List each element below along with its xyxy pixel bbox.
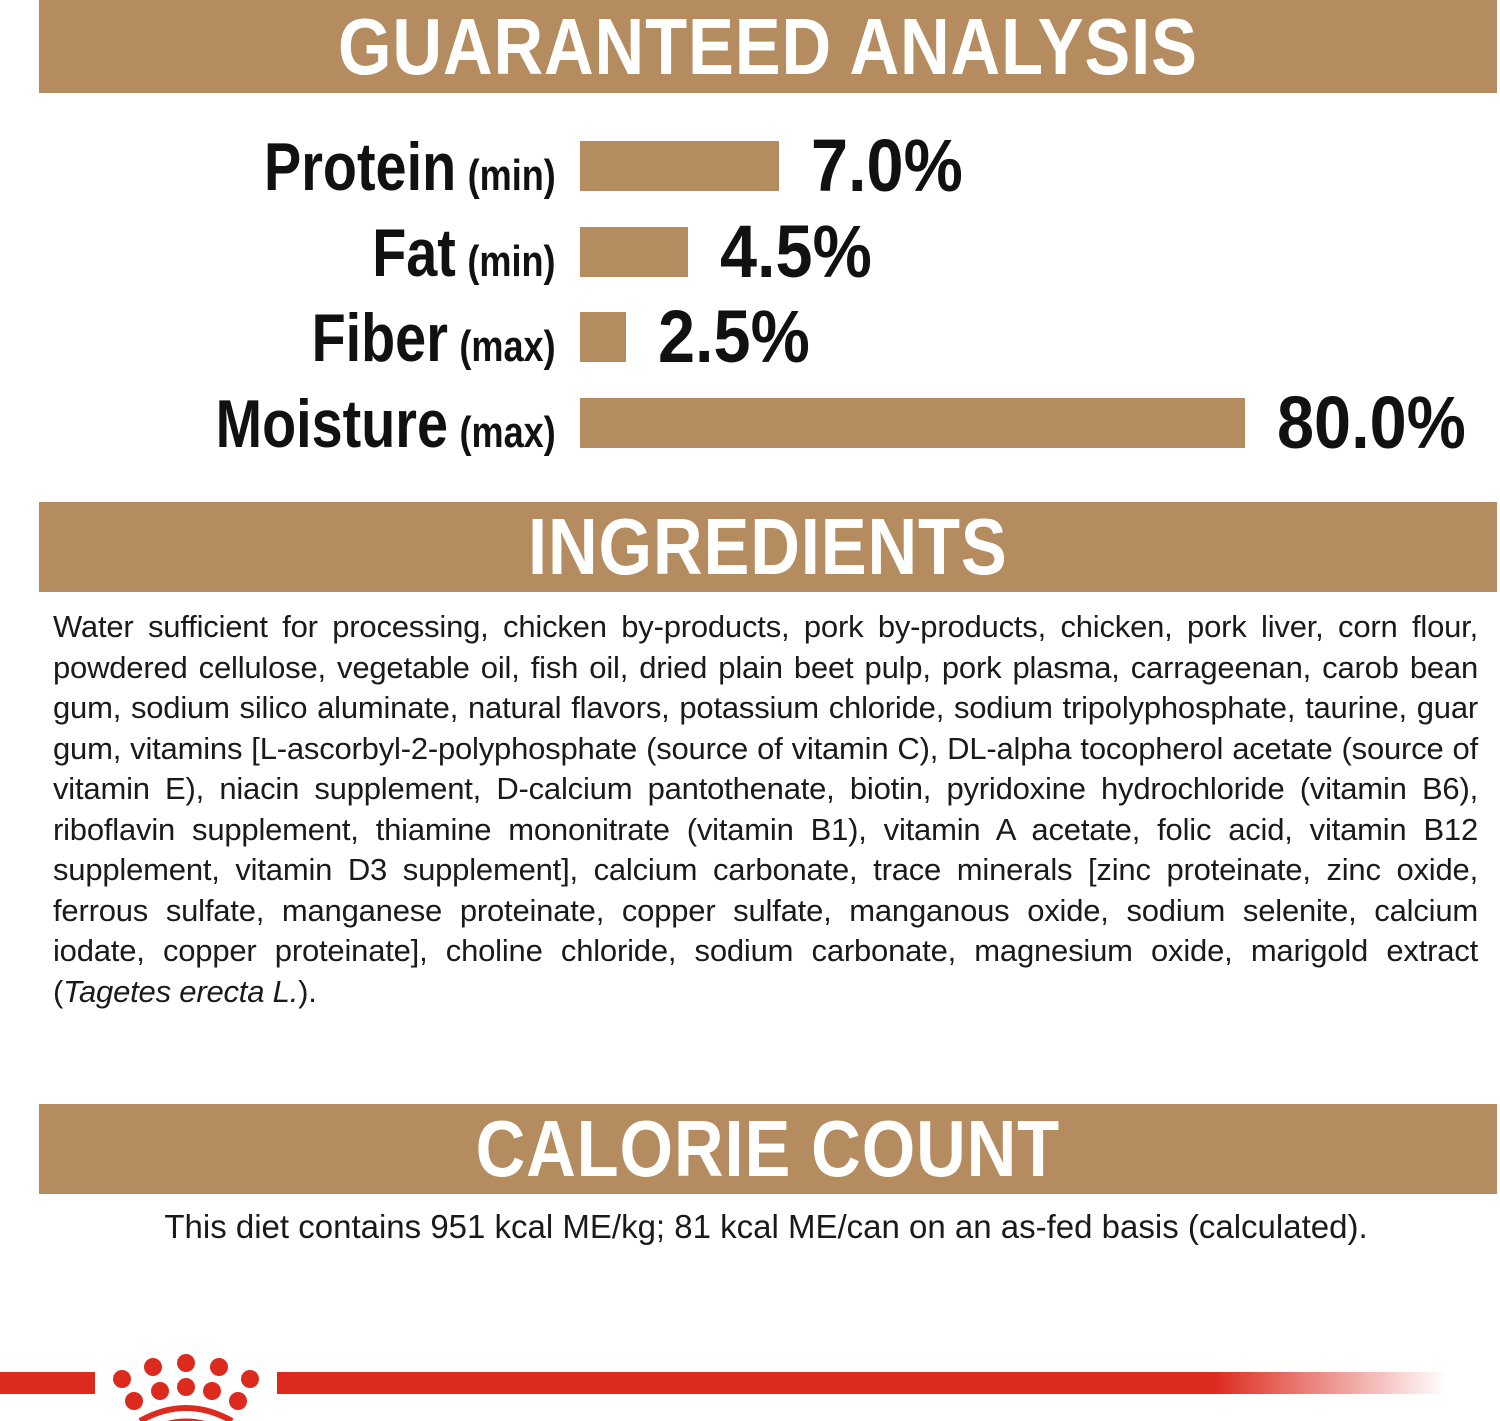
brand-line-left [0, 1372, 95, 1394]
ingredients-text: Water sufficient for processing, chicken… [53, 609, 1478, 1009]
category-label: Fat [372, 215, 457, 291]
crown-logo-icon [113, 1354, 259, 1421]
qualifier-label: (max) [459, 408, 556, 457]
brand-line-right [277, 1372, 1447, 1394]
ingredients-end: ). [298, 973, 317, 1009]
ingredients-title: INGREDIENTS [528, 502, 1008, 591]
bar-moisture [580, 398, 1245, 448]
analysis-row-moisture: Moisture (max) 80.0% [0, 386, 1500, 462]
calorie-title: CALORIE COUNT [475, 1104, 1061, 1193]
ingredients-header: INGREDIENTS [39, 502, 1497, 592]
qualifier-label: (min) [467, 151, 556, 200]
bar-protein [580, 141, 779, 191]
qualifier-label: (max) [459, 322, 556, 371]
category-label: Moisture [215, 386, 449, 462]
category-label: Protein [264, 129, 457, 205]
category-label: Fiber [311, 300, 449, 376]
analysis-row-fat: Fat (min) 4.5% [0, 215, 1500, 291]
bar-fiber [580, 312, 626, 362]
analysis-row-protein: Protein (min) 7.0% [0, 129, 1500, 205]
value-label: 7.0% [811, 124, 963, 207]
calorie-header: CALORIE COUNT [39, 1104, 1497, 1194]
calorie-text: This diet contains 951 kcal ME/kg; 81 kc… [164, 1208, 1368, 1245]
value-label: 2.5% [658, 295, 810, 378]
value-label: 80.0% [1277, 381, 1466, 464]
qualifier-label: (min) [467, 237, 556, 286]
analysis-header: GUARANTEED ANALYSIS [39, 0, 1497, 93]
ingredients-list: Water sufficient for processing, chicken… [53, 607, 1478, 1012]
bar-fat [580, 227, 688, 277]
analysis-row-fiber: Fiber (max) 2.5% [0, 300, 1500, 376]
analysis-title: GUARANTEED ANALYSIS [338, 1, 1198, 91]
value-label: 4.5% [720, 210, 872, 293]
ingredients-italic: Tagetes erecta L. [63, 973, 299, 1009]
